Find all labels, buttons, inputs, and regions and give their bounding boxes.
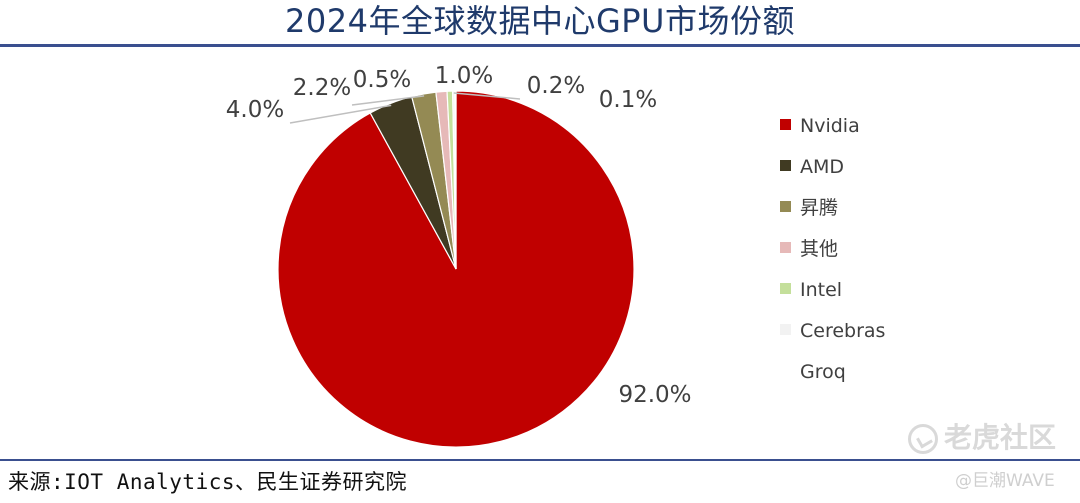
legend-swatch-groq <box>779 364 792 377</box>
pie-slices <box>277 90 635 448</box>
leader-line-item-2 <box>351 95 425 106</box>
data-label-item-3: 1.0% <box>435 63 493 89</box>
legend-label-groq: Groq <box>800 361 846 383</box>
source-note: 来源:IOT Analytics、民生证券研究院 <box>8 470 408 494</box>
data-labels: 92.0% 4.0% 2.2% 1.0% 0.5% 0.2% 0.1% <box>226 63 692 408</box>
legend-label-nvidia: Nvidia <box>800 115 860 137</box>
watermark-platform-text: 老虎社区 <box>944 421 1057 454</box>
legend-swatch-item-2 <box>780 201 791 212</box>
watermark-platform: 老虎社区 <box>908 418 1056 458</box>
label-leader-lines <box>289 92 521 124</box>
legend-label-intel: Intel <box>800 279 842 301</box>
legend-swatch-intel <box>780 283 791 294</box>
pie-slice-nvidia <box>277 90 635 448</box>
pie-slice-groq <box>454 90 457 270</box>
pie-chart: 92.0% 4.0% 2.2% 1.0% 0.5% 0.2% 0.1% Nvidia AMD 昇… <box>226 63 885 448</box>
legend-label-item-2: 昇腾 <box>800 197 838 219</box>
legend-label-cerebras: Cerebras <box>800 320 885 342</box>
data-label-cerebras: 0.2% <box>527 73 585 99</box>
data-label-groq: 0.1% <box>599 87 657 113</box>
logo-icon <box>908 424 938 454</box>
bottom-divider <box>0 459 1080 461</box>
legend-swatch-cerebras <box>780 324 791 335</box>
data-label-nvidia: 92.0% <box>618 382 691 408</box>
data-label-intel: 0.5% <box>353 67 411 93</box>
data-label-amd: 4.0% <box>226 97 284 123</box>
leader-line-cerebras <box>453 92 521 100</box>
legend-swatch-nvidia <box>780 119 791 130</box>
data-label-item-2: 2.2% <box>293 75 351 101</box>
watermark-handle: @巨潮WAVE <box>955 471 1055 491</box>
legend-label-item-3: 其他 <box>800 238 838 260</box>
legend-swatch-item-3 <box>780 242 791 253</box>
leader-line-amd <box>289 104 392 124</box>
legend-label-amd: AMD <box>800 156 844 178</box>
chart-title: 2024年全球数据中心GPU市场份额 <box>285 2 795 40</box>
top-divider <box>0 44 1080 47</box>
legend-swatch-amd <box>780 160 791 171</box>
